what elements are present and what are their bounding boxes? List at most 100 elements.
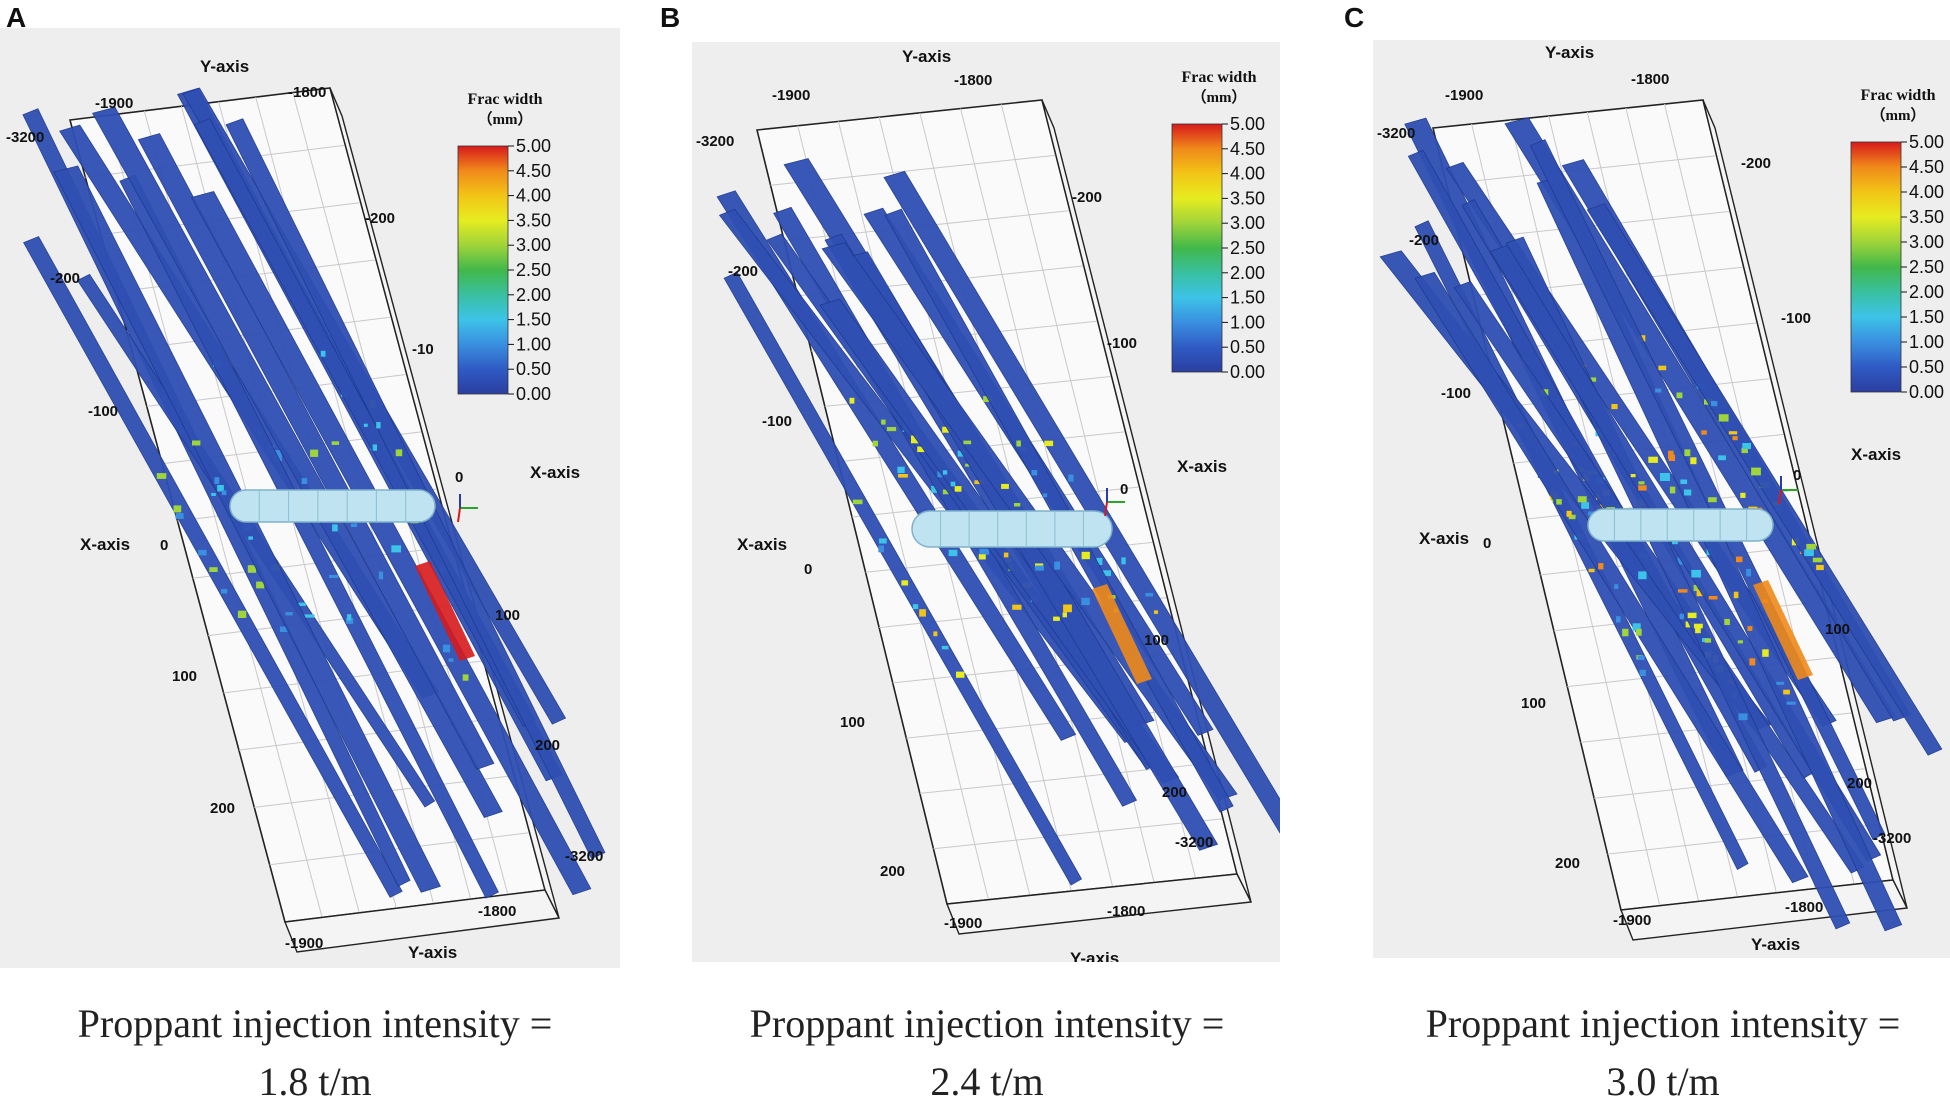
frac-width-cell: [211, 493, 216, 496]
frac-width-cell: [933, 631, 938, 637]
frac-width-cell: [942, 489, 949, 495]
frac-width-cell: [1054, 561, 1060, 570]
legend-unit: （mm）: [1192, 88, 1247, 106]
frac-width-cell: [1732, 436, 1738, 441]
frac-width-cell: [1669, 486, 1676, 494]
right-tick-label: -100: [1107, 335, 1137, 352]
legend-tick-label: 0.00: [516, 384, 551, 404]
frac-width-cell: [1003, 552, 1009, 558]
legend-colorbar: [457, 145, 509, 395]
high-width-zone: [415, 561, 475, 661]
right-tick-label: 200: [1162, 784, 1187, 801]
frac-3d-plot: Frac width （mm） 5.00 4.50 4.00 3.50 3.00 2.50 2.…: [1377, 43, 1944, 954]
frac-width-cell: [1096, 557, 1103, 565]
panel-c-caption-line2: 3.0 t/m: [1606, 1059, 1720, 1104]
legend-tick-label: 3.50: [1909, 207, 1944, 227]
panel-a-caption-line1: Proppant injection intensity =: [77, 1001, 553, 1046]
legend-unit: （mm）: [1871, 106, 1926, 124]
legend-tick-label: 4.50: [1909, 157, 1944, 177]
y-axis-title-bottom: Y-axis: [1751, 935, 1800, 954]
frac-width-cell: [310, 449, 319, 457]
panel-a-caption: Proppant injection intensity = 1.8 t/m: [15, 995, 615, 1111]
panel-b-caption-line2: 2.4 t/m: [930, 1059, 1044, 1104]
x-axis-title-right: X-axis: [1177, 457, 1227, 476]
high-width-zone: [1753, 580, 1813, 680]
frac-width-cell: [448, 658, 454, 662]
frac-width-cell: [1035, 563, 1044, 568]
frac-width-cell: [1693, 584, 1699, 591]
frac-width-cell: [1081, 551, 1090, 560]
right-tick-label: 0: [1120, 481, 1128, 498]
frac-width-cell: [248, 536, 253, 540]
frac-width-cell: [247, 565, 257, 573]
frac-width-cell: [1638, 485, 1647, 491]
frac-width-cell: [331, 441, 340, 445]
y-axis-title-top: Y-axis: [200, 57, 249, 76]
frac-width-cell: [1736, 556, 1743, 563]
right-tick-label: -200: [1741, 155, 1771, 172]
frac-width-cell: [1639, 669, 1646, 676]
fracture-plane: [883, 170, 1280, 834]
grid-line: [1000, 104, 1197, 879]
fracture-set: [22, 87, 606, 899]
top-tick-label: -1900: [1445, 87, 1483, 104]
frac-width-cell: [1568, 514, 1576, 520]
right-tick-label: 200: [535, 737, 560, 754]
legend-tick-label: 4.50: [1230, 139, 1265, 159]
panel-a-figure: Frac width （mm） 5.00 4.50 4.00 3.50 3.00 2.50 2.…: [0, 28, 620, 968]
frac-width-cell: [1638, 571, 1647, 580]
frac-width-cell: [1747, 626, 1753, 631]
left-tick-label: 0: [1483, 535, 1491, 552]
frac-width-cell: [879, 538, 887, 544]
frac-width-cell: [1121, 557, 1126, 565]
frac-width-cell: [1684, 489, 1692, 496]
frac-width-cell: [912, 604, 919, 610]
y-axis-title-top: Y-axis: [1545, 43, 1594, 62]
frac-width-cell: [173, 505, 182, 513]
panel-c-caption-line1: Proppant injection intensity =: [1425, 1001, 1901, 1046]
fracture-plane: [53, 165, 441, 893]
frac-width-cell: [1632, 623, 1641, 631]
frac-width-cell: [931, 485, 937, 493]
frac-width-cell: [1718, 455, 1726, 461]
right-tick-label: 0: [455, 469, 463, 486]
left-tick-label: 200: [1555, 855, 1580, 872]
legend-tick-label: 0.50: [1909, 357, 1944, 377]
frac-width-cell: [346, 618, 354, 624]
frac-width-cell: [881, 419, 886, 425]
frac-width-cell: [983, 396, 992, 402]
legend-tick-label: 2.00: [1230, 263, 1265, 283]
legend-tick-label: 3.50: [1230, 188, 1265, 208]
right-tick-label: -10: [412, 341, 434, 358]
frac-width-cell: [1806, 543, 1816, 550]
frac-width-cell: [1696, 589, 1705, 597]
frac-width-cell: [1566, 510, 1572, 517]
frac-width-cell: [1016, 440, 1021, 447]
frac-width-cell: [1053, 616, 1060, 621]
frac-width-cell: [462, 674, 469, 681]
panel-c-caption: Proppant injection intensity = 3.0 t/m: [1363, 995, 1950, 1111]
fracture-plane: [92, 106, 503, 818]
frac-width-cell: [1704, 638, 1712, 643]
legend-tick-label: 4.00: [1909, 182, 1944, 202]
frac-width-cell: [378, 571, 384, 580]
frac-width-cell: [329, 574, 339, 578]
frac-width-cell: [1638, 481, 1645, 485]
legend-tick-label: 2.00: [516, 285, 551, 305]
legend-title: Frac width: [1181, 69, 1256, 86]
frac-width-cell: [1816, 564, 1824, 571]
frac-width-cell: [872, 440, 878, 447]
frac-width-cell: [852, 499, 863, 505]
frac-3d-plot: Frac width （mm） 5.00 4.50 4.00 3.50 3.00 2.50 2.…: [696, 47, 1280, 962]
frac-width-cell: [1708, 497, 1717, 503]
frac-width-cell: [175, 513, 184, 519]
right-tick-label: -3200: [1873, 830, 1911, 847]
frac-width-cell: [1660, 473, 1670, 481]
panel-b-caption: Proppant injection intensity = 2.4 t/m: [687, 995, 1287, 1111]
grid-line: [933, 818, 1224, 850]
legend-tick-label: 2.50: [516, 260, 551, 280]
left-tick-label: -100: [762, 413, 792, 430]
frac-width-cell: [1742, 443, 1751, 450]
frac-width-cell: [1684, 449, 1691, 457]
legend-tick-label: 2.50: [1230, 238, 1265, 258]
